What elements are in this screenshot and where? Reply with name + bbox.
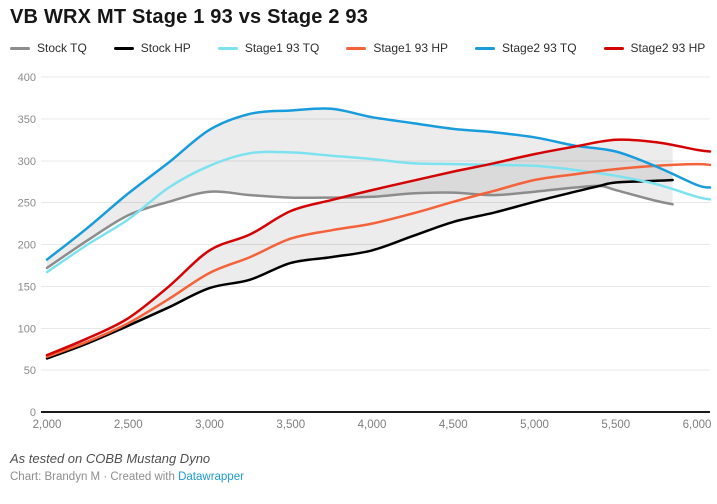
x-tick-label-5500: 5,500 <box>601 419 630 431</box>
legend-item-stock-hp: Stock HP <box>113 41 191 55</box>
x-tick-label-6000: 6,000 <box>683 419 712 431</box>
legend-item-stock-tq: Stock TQ <box>10 41 87 55</box>
y-tick-label-100: 100 <box>18 323 36 335</box>
legend: Stock TQ Stock HP Stage1 93 TQ Stage1 93… <box>10 41 705 55</box>
x-tick-label-2500: 2,500 <box>114 419 143 431</box>
legend-swatch-stage2-hp <box>603 46 624 50</box>
x-tick-label-4500: 4,500 <box>439 419 468 431</box>
legend-swatch-stage2-tq <box>475 46 496 50</box>
legend-item-stage2-tq: Stage2 93 TQ <box>475 41 577 55</box>
legend-label-stage1-hp: Stage1 93 HP <box>373 41 449 55</box>
y-tick-label-150: 150 <box>18 281 36 293</box>
legend-item-stage2-hp: Stage2 93 HP <box>603 41 706 55</box>
legend-label-stage2-hp: Stage2 93 HP <box>630 41 706 55</box>
datawrapper-link[interactable]: Datawrapper <box>178 471 244 483</box>
line-stage1-93-tq <box>45 150 712 274</box>
band-stage2-93-tq-vs-stock-tq <box>47 108 673 268</box>
line-stage2-93-tq <box>45 107 712 261</box>
legend-item-stage1-tq: Stage1 93 TQ <box>217 41 320 55</box>
legend-label-stage1-tq: Stage1 93 TQ <box>244 41 320 55</box>
x-tick-label-3500: 3,500 <box>276 419 305 431</box>
chart-credit-text: Chart: Brandyn M · Created with <box>10 471 179 483</box>
x-tick-label-2000: 2,000 <box>33 419 62 431</box>
chart-credit: Chart: Brandyn M · Created with Datawrap… <box>10 471 244 483</box>
y-tick-label-0: 0 <box>30 407 36 419</box>
legend-swatch-stock-hp <box>113 46 134 50</box>
y-tick-label-300: 300 <box>18 156 36 168</box>
dyno-line-chart: 0 50 100 150 200 250 300 350 400 2,000 2,500 3,000 3… <box>18 72 712 431</box>
y-tick-label-350: 350 <box>18 114 36 126</box>
y-tick-label-400: 400 <box>18 72 36 84</box>
legend-swatch-stock-tq <box>10 46 30 50</box>
legend-label-stage2-tq: Stage2 93 TQ <box>502 41 577 55</box>
x-tick-label-3000: 3,000 <box>195 419 224 431</box>
legend-label-stock-hp: Stock HP <box>140 41 191 55</box>
y-tick-label-250: 250 <box>18 198 36 210</box>
line-stage1-93-hp <box>45 162 712 358</box>
legend-swatch-stage1-tq <box>217 46 238 50</box>
legend-label-stock-tq: Stock TQ <box>37 41 87 55</box>
y-tick-label-50: 50 <box>24 365 36 377</box>
chart-title: VB WRX MT Stage 1 93 vs Stage 2 93 <box>10 6 369 28</box>
y-tick-label-200: 200 <box>18 240 36 252</box>
legend-item-stage1-hp: Stage1 93 HP <box>346 41 448 55</box>
line-stock-hp <box>45 178 674 360</box>
legend-swatch-stage1-hp <box>346 46 367 50</box>
chart-note: As tested on COBB Mustang Dyno <box>10 451 211 466</box>
x-tick-label-5000: 5,000 <box>520 419 549 431</box>
line-stage2-93-hp <box>45 138 712 357</box>
x-tick-label-4000: 4,000 <box>358 419 387 431</box>
